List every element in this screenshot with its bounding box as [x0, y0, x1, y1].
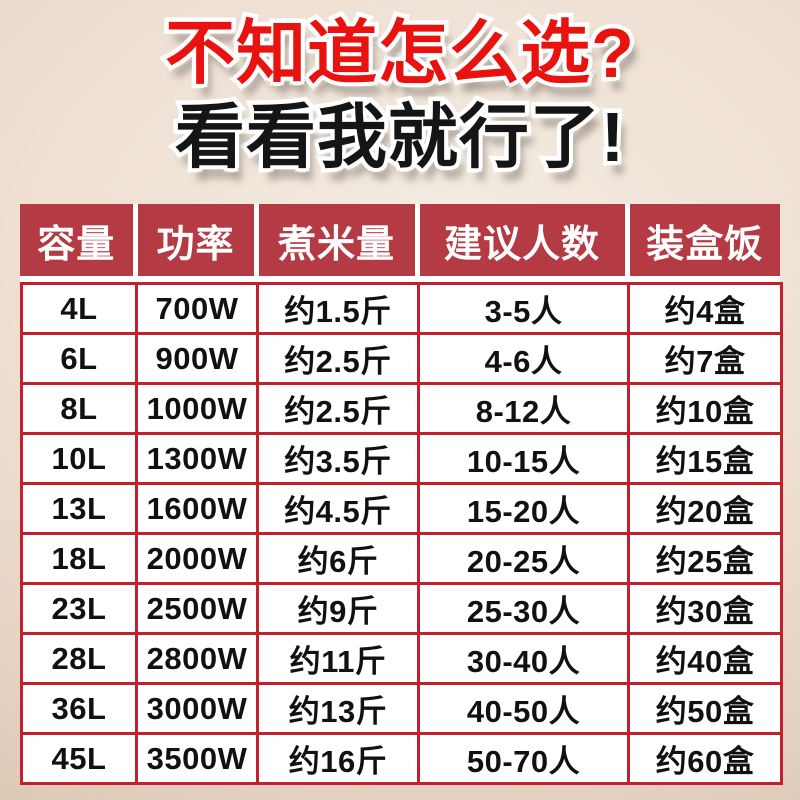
table-row: 23L 2500W 约9斤 25-30人 约30盒 — [20, 582, 783, 635]
cell-people: 10-15人 — [417, 432, 630, 485]
table-row: 18L 2000W 约6斤 20-25人 约25盒 — [20, 532, 783, 585]
cell-lunchboxes: 约50盒 — [627, 682, 783, 735]
table-row: 6L 900W 约2.5斤 4-6人 约7盒 — [20, 332, 783, 385]
cell-capacity: 23L — [20, 582, 138, 635]
cell-lunchboxes: 约7盒 — [627, 332, 783, 385]
table-row: 4L 700W 约1.5斤 3-5人 约4盒 — [20, 282, 783, 335]
cell-rice-amount: 约9斤 — [256, 582, 420, 635]
cell-power: 1300W — [135, 432, 259, 485]
cell-power: 3500W — [135, 732, 259, 785]
cell-people: 4-6人 — [417, 332, 630, 385]
cell-rice-amount: 约2.5斤 — [256, 382, 420, 435]
cell-lunchboxes: 约15盒 — [627, 432, 783, 485]
cell-rice-amount: 约6斤 — [256, 532, 420, 585]
table-row: 8L 1000W 约2.5斤 8-12人 约10盒 — [20, 382, 783, 435]
cell-capacity: 4L — [20, 282, 138, 335]
promo-title: 不知道怎么选? 看看我就行了! — [0, 0, 800, 181]
cell-people: 15-20人 — [417, 482, 630, 535]
cell-people: 40-50人 — [417, 682, 630, 735]
spec-table-header: 容量 功率 煮米量 建议人数 装盒饭 — [20, 204, 780, 276]
promo-title-line1: 不知道怎么选? — [161, 10, 639, 97]
cell-capacity: 8L — [20, 382, 138, 435]
cell-people: 50-70人 — [417, 732, 630, 785]
cell-lunchboxes: 约10盒 — [627, 382, 783, 435]
table-row: 10L 1300W 约3.5斤 10-15人 约15盒 — [20, 432, 783, 485]
cell-power: 2000W — [135, 532, 259, 585]
cell-rice-amount: 约13斤 — [256, 682, 420, 735]
cell-rice-amount: 约2.5斤 — [256, 332, 420, 385]
cell-power: 2800W — [135, 632, 259, 685]
cell-people: 8-12人 — [417, 382, 630, 435]
column-header-rice-amount: 煮米量 — [256, 204, 420, 276]
column-header-power: 功率 — [135, 204, 259, 276]
cell-power: 1600W — [135, 482, 259, 535]
cell-lunchboxes: 约30盒 — [627, 582, 783, 635]
cell-lunchboxes: 约4盒 — [627, 282, 783, 335]
cell-rice-amount: 约16斤 — [256, 732, 420, 785]
table-row: 13L 1600W 约4.5斤 15-20人 约20盒 — [20, 482, 783, 535]
table-row: 28L 2800W 约11斤 30-40人 约40盒 — [20, 632, 783, 685]
cell-rice-amount: 约11斤 — [256, 632, 420, 685]
cell-people: 30-40人 — [417, 632, 630, 685]
cell-rice-amount: 约4.5斤 — [256, 482, 420, 535]
cell-power: 3000W — [135, 682, 259, 735]
spec-table-body: 4L 700W 约1.5斤 3-5人 约4盒 6L 900W 约2.5斤 4-6人 约7盒 8L 10… — [20, 282, 783, 785]
cell-rice-amount: 约1.5斤 — [256, 282, 420, 335]
spec-table-card: 容量 功率 煮米量 建议人数 装盒饭 4L 700W 约1.5斤 3-5人 约4盒 6L 900W 约… — [20, 204, 783, 785]
cell-people: 20-25人 — [417, 532, 630, 585]
cell-lunchboxes: 约60盒 — [627, 732, 783, 785]
cell-lunchboxes: 约20盒 — [627, 482, 783, 535]
cell-capacity: 10L — [20, 432, 138, 485]
cell-people: 3-5人 — [417, 282, 630, 335]
cell-people: 25-30人 — [417, 582, 630, 635]
cell-power: 700W — [135, 282, 259, 335]
table-row: 45L 3500W 约16斤 50-70人 约60盒 — [20, 732, 783, 785]
cell-capacity: 13L — [20, 482, 138, 535]
cell-capacity: 28L — [20, 632, 138, 685]
column-header-people: 建议人数 — [417, 204, 630, 276]
cell-lunchboxes: 约40盒 — [627, 632, 783, 685]
promo-title-line2: 看看我就行了! — [170, 94, 628, 181]
cell-capacity: 6L — [20, 332, 138, 385]
cell-capacity: 36L — [20, 682, 138, 735]
cell-power: 2500W — [135, 582, 259, 635]
cell-capacity: 45L — [20, 732, 138, 785]
table-row: 36L 3000W 约13斤 40-50人 约50盒 — [20, 682, 783, 735]
table-rows: 4L 700W 约1.5斤 3-5人 约4盒 6L 900W 约2.5斤 4-6人 约7盒 8L 10… — [20, 282, 783, 785]
cell-power: 900W — [135, 332, 259, 385]
column-header-capacity: 容量 — [20, 204, 138, 276]
header-row: 容量 功率 煮米量 建议人数 装盒饭 — [20, 204, 780, 276]
cell-lunchboxes: 约25盒 — [627, 532, 783, 585]
column-header-lunchboxes: 装盒饭 — [627, 204, 780, 276]
cell-power: 1000W — [135, 382, 259, 435]
cell-capacity: 18L — [20, 532, 138, 585]
cell-rice-amount: 约3.5斤 — [256, 432, 420, 485]
